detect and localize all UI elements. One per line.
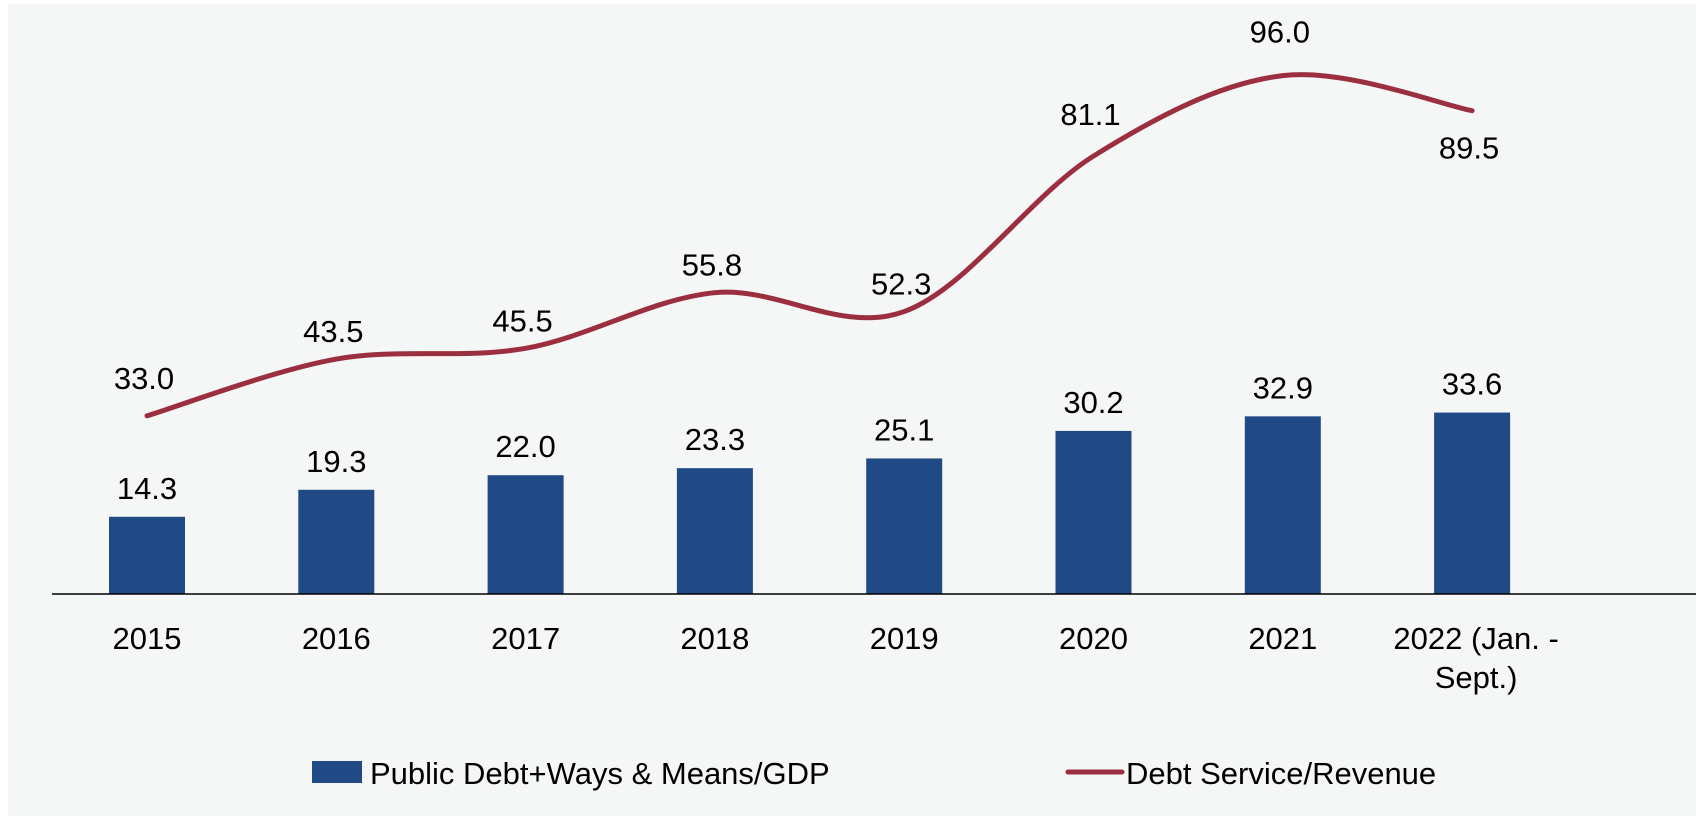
line-value-label: 81.1 — [1060, 97, 1120, 132]
legend: Public Debt+Ways & Means/GDP Debt Servic… — [312, 756, 1436, 791]
bar-value-label: 25.1 — [874, 412, 934, 447]
legend-label-public-debt: Public Debt+Ways & Means/GDP — [370, 756, 830, 791]
legend-label-debt-service: Debt Service/Revenue — [1126, 756, 1436, 791]
x-tick-label: 2020 — [1059, 621, 1128, 656]
x-tick-label: 2019 — [870, 621, 939, 656]
x-tick-labels: 2015 2016 2017 2018 2019 2020 2021 2022 (Jan. -… — [113, 621, 1559, 695]
bar-data-labels: 14.3 19.3 22.0 23.3 25.1 30.2 32.9 33.6 — [117, 367, 1502, 506]
line-value-label: 52.3 — [871, 267, 931, 302]
line-value-label: 45.5 — [492, 303, 552, 338]
legend-swatch-public-debt — [312, 761, 362, 783]
bar-2018 — [676, 468, 753, 594]
line-value-label: 89.5 — [1439, 131, 1499, 166]
plot-background — [8, 4, 1696, 816]
line-data-labels: 33.0 43.5 45.5 55.8 52.3 81.1 96.0 89.5 — [114, 15, 1499, 396]
bar-2019 — [866, 458, 943, 594]
bar-2016 — [298, 489, 375, 594]
x-tick-label: 2021 — [1248, 621, 1317, 656]
bar-2022 — [1434, 412, 1511, 594]
bar-series-group — [109, 412, 1511, 594]
x-tick-label: 2022 (Jan. -Sept.) — [1393, 621, 1558, 695]
line-debt-service — [144, 72, 1475, 419]
bar-value-label: 23.3 — [685, 422, 745, 457]
x-tick-label: 2016 — [302, 621, 371, 656]
line-series-group — [144, 72, 1475, 419]
line-value-label: 96.0 — [1250, 15, 1310, 50]
bar-2017 — [487, 475, 564, 594]
x-tick-label: 2018 — [680, 621, 749, 656]
bar-2020 — [1055, 430, 1132, 594]
bar-value-label: 33.6 — [1442, 367, 1502, 402]
bar-value-label: 32.9 — [1253, 370, 1313, 405]
bar-value-label: 14.3 — [117, 471, 177, 506]
line-value-label: 55.8 — [682, 248, 742, 283]
bar-2021 — [1244, 416, 1321, 594]
line-value-label: 43.5 — [303, 314, 363, 349]
bar-value-label: 19.3 — [306, 444, 366, 479]
bar-2015 — [109, 516, 185, 594]
line-value-label: 33.0 — [114, 361, 174, 396]
bar-value-label: 30.2 — [1063, 385, 1123, 420]
bar-value-label: 22.0 — [495, 429, 555, 464]
x-tick-label: 2017 — [491, 621, 560, 656]
x-tick-label: 2015 — [113, 621, 182, 656]
